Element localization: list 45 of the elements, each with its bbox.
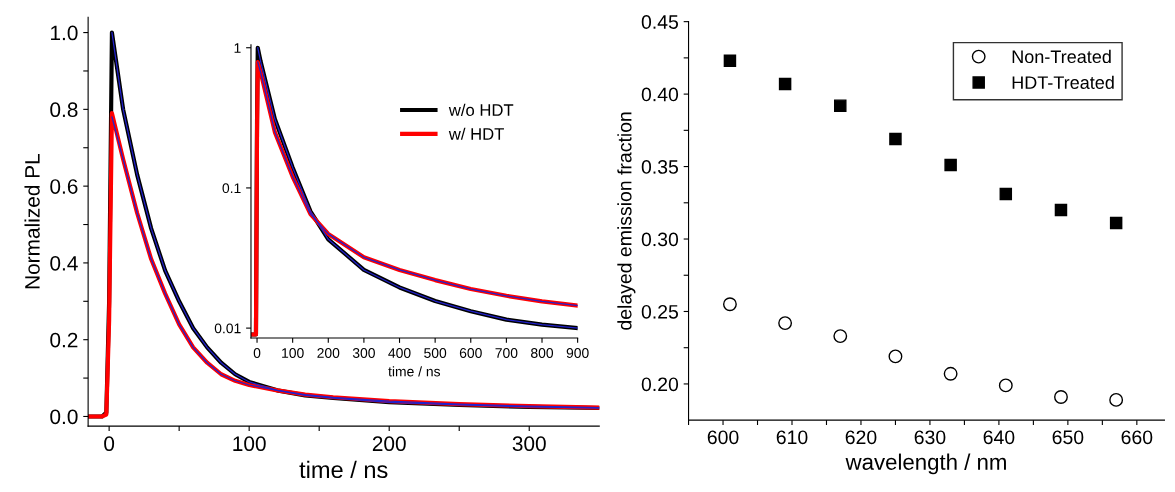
legend-label: HDT-Treated	[1012, 75, 1114, 89]
x-axis-title: time / ns	[388, 366, 441, 377]
x-tick-label: 500	[424, 348, 447, 358]
x-tick-label: 0	[253, 348, 261, 358]
x-tick-label: 200	[317, 348, 340, 358]
x-tick-label: 200	[372, 436, 406, 452]
legend-label: w/o HDT	[448, 103, 514, 116]
x-tick-label: 630	[914, 430, 946, 445]
y-tick-label: 0.01	[214, 323, 241, 334]
x-axis-title: time / ns	[299, 460, 388, 479]
y-tick-label: 0.20	[641, 377, 679, 392]
x-tick-label: 100	[233, 436, 266, 452]
y-tick-label: 1.0	[51, 25, 78, 41]
x-tick-label: 900	[566, 348, 589, 358]
y-tick-label: 0.4	[50, 255, 78, 271]
y-tick-label: 0.30	[641, 232, 679, 247]
x-tick-label: 650	[1052, 430, 1084, 445]
y-tick-label: 0.45	[641, 15, 679, 29]
y-tick-label: 0.6	[50, 179, 78, 194]
y-tick-label: 0.2	[50, 332, 78, 348]
y-tick-label: 1	[234, 43, 241, 53]
y-tick-label: 0.40	[641, 87, 679, 102]
y-axis-title: delayed emission fraction	[617, 112, 636, 330]
legend-label: Non-Treated	[1012, 49, 1111, 64]
x-tick-label: 610	[776, 430, 808, 445]
x-tick-label: 620	[845, 430, 877, 445]
y-axis-title: Normalized PL	[24, 154, 40, 289]
y-tick-label: 0.35	[641, 160, 679, 174]
y-tick-label: 0.8	[50, 102, 78, 118]
y-tick-label: 0.1	[222, 183, 241, 194]
x-tick-label: 800	[531, 348, 554, 358]
x-tick-label: 300	[512, 436, 546, 452]
x-tick-label: 400	[388, 348, 411, 358]
x-axis-title: wavelength / nm	[845, 453, 1006, 475]
x-tick-label: 600	[707, 430, 739, 445]
y-tick-label: 0.25	[641, 304, 679, 319]
legend-label: w/ HDT	[448, 127, 504, 140]
text: 0.0	[50, 409, 78, 425]
x-tick-label: 300	[352, 348, 375, 358]
x-tick-label: 600	[459, 348, 482, 358]
x-tick-label: 700	[495, 348, 518, 358]
x-tick-label: 640	[983, 430, 1015, 445]
x-tick-label: 100	[282, 348, 304, 358]
x-tick-label: 0	[104, 436, 115, 452]
x-tick-label: 660	[1121, 430, 1153, 445]
